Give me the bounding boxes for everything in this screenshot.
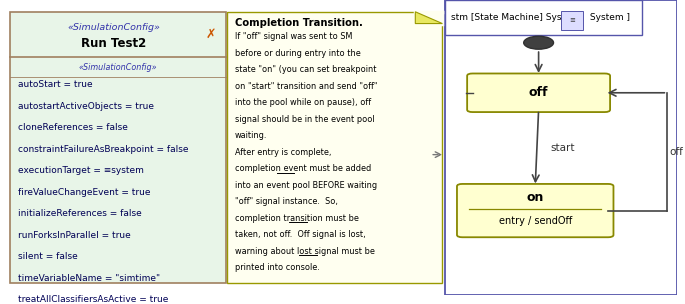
- FancyBboxPatch shape: [445, 0, 677, 295]
- Text: runForksInParallel = true: runForksInParallel = true: [18, 231, 131, 240]
- Text: waiting.: waiting.: [235, 131, 267, 140]
- Text: treatAllClassifiersAsActive = true: treatAllClassifiersAsActive = true: [18, 295, 169, 304]
- Polygon shape: [415, 12, 443, 24]
- FancyBboxPatch shape: [467, 74, 610, 112]
- Text: «SimulationConfig»: «SimulationConfig»: [79, 63, 157, 72]
- Text: warning about lost signal must be: warning about lost signal must be: [235, 247, 375, 256]
- Text: signal should be in the event pool: signal should be in the event pool: [235, 115, 375, 124]
- Text: taken, not off.  Off signal is lost,: taken, not off. Off signal is lost,: [235, 230, 366, 239]
- Text: stm [State Machine] System[: stm [State Machine] System[: [451, 13, 582, 22]
- FancyBboxPatch shape: [227, 12, 443, 283]
- Text: fireValueChangeEvent = true: fireValueChangeEvent = true: [18, 188, 151, 197]
- Text: timeVariableName = "simtime": timeVariableName = "simtime": [18, 274, 160, 283]
- Text: autostartActiveObjects = true: autostartActiveObjects = true: [18, 102, 154, 111]
- Text: before or during entry into the: before or during entry into the: [235, 49, 361, 58]
- Text: on "start" transition and send "off": on "start" transition and send "off": [235, 82, 377, 91]
- Text: completion event must be added: completion event must be added: [235, 164, 371, 173]
- Text: Completion Transition.: Completion Transition.: [235, 18, 363, 28]
- Text: on: on: [527, 191, 544, 204]
- Text: cloneReferences = false: cloneReferences = false: [18, 123, 128, 132]
- Text: Run Test2: Run Test2: [81, 37, 146, 50]
- FancyBboxPatch shape: [457, 184, 614, 237]
- Text: start: start: [551, 143, 575, 153]
- Text: printed into console.: printed into console.: [235, 263, 320, 272]
- FancyBboxPatch shape: [445, 0, 642, 35]
- Text: initializeReferences = false: initializeReferences = false: [18, 209, 142, 218]
- Text: off: off: [529, 86, 549, 99]
- Text: off: off: [669, 147, 683, 157]
- Text: ✗: ✗: [206, 28, 216, 41]
- Text: «SimulationConfig»: «SimulationConfig»: [67, 23, 160, 32]
- Text: executionTarget = ≡system: executionTarget = ≡system: [18, 166, 144, 175]
- Text: ≡: ≡: [569, 17, 575, 23]
- Text: state "on" (you can set breakpoint: state "on" (you can set breakpoint: [235, 65, 377, 74]
- FancyBboxPatch shape: [10, 12, 225, 283]
- Text: constraintFailureAsBreakpoint = false: constraintFailureAsBreakpoint = false: [18, 145, 189, 154]
- Text: autoStart = true: autoStart = true: [18, 80, 93, 89]
- Text: After entry is complete,: After entry is complete,: [235, 148, 332, 157]
- Text: into the pool while on pause), off: into the pool while on pause), off: [235, 98, 371, 107]
- Text: silent = false: silent = false: [18, 252, 78, 261]
- Text: entry / sendOff: entry / sendOff: [499, 216, 572, 226]
- Text: If "off" signal was sent to SM: If "off" signal was sent to SM: [235, 32, 353, 41]
- Text: System ]: System ]: [588, 13, 630, 22]
- FancyBboxPatch shape: [561, 11, 583, 29]
- Text: "off" signal instance.  So,: "off" signal instance. So,: [235, 197, 338, 206]
- Text: into an event pool BEFORE waiting: into an event pool BEFORE waiting: [235, 181, 377, 190]
- Text: completion transition must be: completion transition must be: [235, 214, 359, 223]
- Circle shape: [524, 36, 553, 49]
